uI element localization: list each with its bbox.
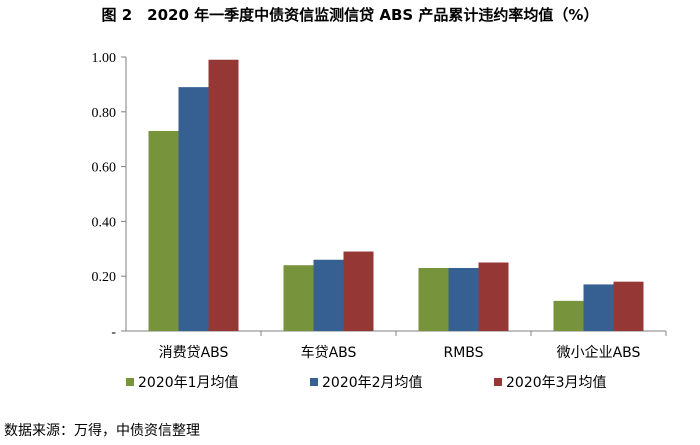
bar	[613, 281, 644, 331]
y-tick-label: 0.80	[92, 106, 117, 121]
x-categories: 消费贷ABS 车贷ABS RMBS 微小企业ABS	[159, 344, 641, 361]
legend: 2020年1月均值 2020年2月均值 2020年3月均值	[126, 375, 607, 391]
bar	[343, 251, 374, 331]
bar	[553, 300, 584, 331]
data-source-note: 数据来源：万得，中债资信整理	[4, 423, 200, 439]
bar	[178, 87, 209, 331]
bar	[283, 265, 314, 331]
y-tick-label: -	[111, 325, 116, 340]
bar	[448, 267, 479, 331]
category-label: 微小企业ABS	[557, 344, 641, 361]
legend-label: 2020年1月均值	[138, 375, 239, 391]
category-label: 消费贷ABS	[159, 345, 229, 361]
legend-swatch	[494, 378, 502, 386]
bar	[418, 267, 449, 331]
bar	[583, 284, 614, 331]
y-tick-label: 0.40	[92, 215, 117, 230]
bars	[148, 59, 644, 332]
bar	[208, 59, 239, 332]
y-ticks: - 0.20 0.40 0.60 0.80 1.00	[92, 51, 126, 340]
legend-swatch	[310, 378, 318, 386]
category-label: 车贷ABS	[301, 344, 357, 361]
bar	[478, 262, 509, 331]
y-tick-label: 1.00	[92, 51, 117, 66]
bar	[148, 130, 179, 331]
legend-label: 2020年2月均值	[322, 375, 423, 391]
y-tick-label: 0.60	[92, 161, 117, 176]
legend-label: 2020年3月均值	[506, 375, 607, 391]
legend-swatch	[126, 378, 134, 386]
chart-title: 图 2 2020 年一季度中债资信监测信贷 ABS 产品累计违约率均值（%）	[101, 6, 599, 24]
category-label: RMBS	[443, 345, 483, 361]
y-tick-label: 0.20	[92, 270, 117, 285]
bar	[313, 259, 344, 331]
